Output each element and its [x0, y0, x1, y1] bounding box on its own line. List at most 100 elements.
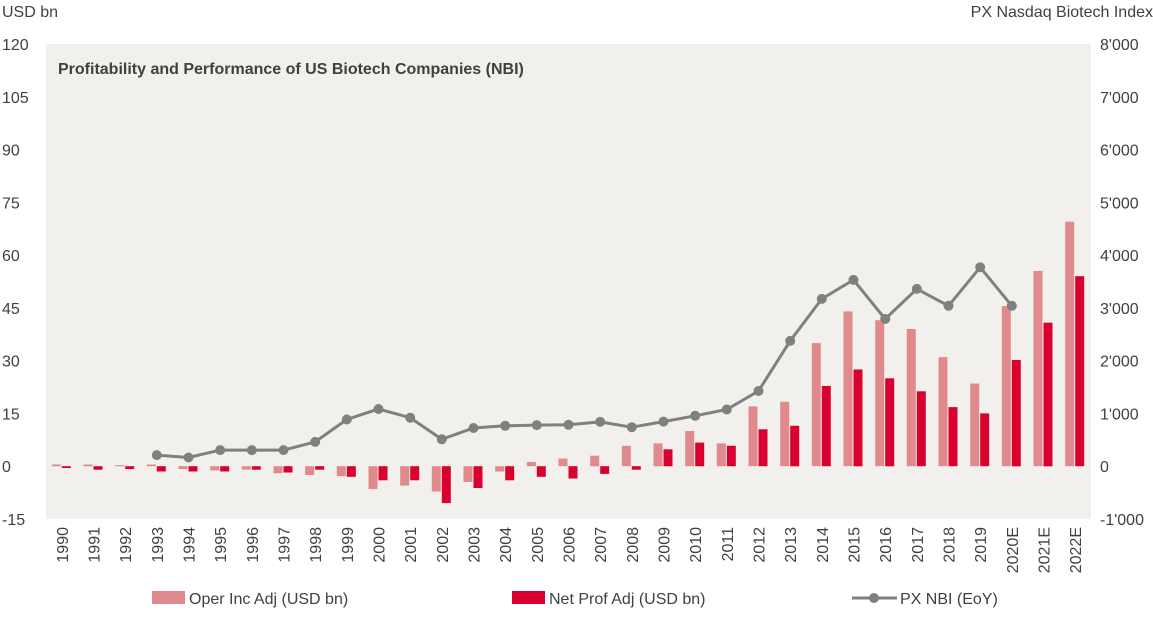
nbi-point — [436, 434, 447, 445]
nbi-point — [626, 422, 637, 433]
net-prof-bar — [188, 466, 198, 472]
right-tick-label: 0 — [1100, 459, 1109, 476]
nbi-point — [183, 452, 194, 463]
right-tick-label: 7'000 — [1100, 90, 1139, 107]
net-prof-bar — [568, 466, 578, 479]
oper-inc-bar — [178, 466, 188, 469]
net-prof-bar — [695, 442, 705, 467]
oper-inc-bar — [146, 464, 156, 467]
oper-inc-bar — [621, 445, 631, 467]
x-tick-label: 2002 — [435, 527, 452, 563]
net-prof-bar — [61, 466, 71, 468]
right-tick-label: 1'000 — [1100, 406, 1139, 423]
right-tick-label: 4'000 — [1100, 248, 1139, 265]
right-tick-label: 8'000 — [1100, 37, 1139, 54]
oper-inc-bar — [811, 343, 821, 467]
oper-inc-bar — [970, 383, 980, 467]
nbi-point — [753, 386, 764, 396]
oper-inc-bar — [843, 311, 853, 467]
nbi-point — [1006, 300, 1017, 311]
net-prof-bar — [410, 466, 420, 481]
nbi-point — [658, 416, 669, 427]
oper-inc-bar — [241, 466, 251, 470]
right-tick-label: -1'000 — [1100, 512, 1144, 529]
oper-inc-bar — [273, 466, 283, 474]
left-tick-label: 60 — [2, 248, 20, 265]
x-tick-label: 2011 — [720, 527, 737, 562]
legend-marker-nbi — [869, 593, 879, 603]
net-prof-bar — [251, 466, 261, 470]
oper-inc-bar — [210, 466, 220, 471]
net-prof-bar — [663, 449, 673, 467]
oper-inc-bar — [463, 466, 473, 482]
net-prof-bar — [93, 466, 103, 470]
x-tick-label: 1999 — [340, 527, 357, 563]
nbi-point — [690, 410, 701, 421]
x-tick-label: 2012 — [752, 527, 769, 563]
x-tick-label: 1998 — [308, 527, 325, 563]
nbi-point — [975, 262, 986, 273]
x-tick-label: 2001 — [403, 527, 420, 563]
nbi-point — [500, 420, 511, 431]
oper-inc-bar — [400, 466, 410, 486]
net-prof-bar — [631, 466, 641, 470]
bar-series — [51, 221, 1085, 504]
left-axis-ticks: 120 105 90 75 60 45 30 15 0 -15 — [2, 37, 29, 529]
oper-inc-bar — [83, 464, 93, 467]
nbi-point — [785, 335, 796, 346]
net-prof-bar — [536, 466, 546, 477]
x-tick-label: 2018 — [942, 527, 959, 563]
nbi-point — [373, 404, 384, 414]
net-prof-bar — [441, 466, 451, 504]
x-tick-label: 2009 — [657, 527, 674, 563]
legend-label-nbi: PX NBI (EoY) — [900, 591, 998, 608]
nbi-point — [310, 436, 321, 447]
net-prof-bar — [346, 466, 356, 477]
x-tick-label: 2016 — [878, 527, 895, 563]
x-tick-label: 2008 — [625, 527, 642, 563]
right-axis-ticks: 8'000 7'000 6'000 5'000 4'000 3'000 2'000 1'000… — [1100, 37, 1144, 529]
oper-inc-bar — [526, 462, 536, 467]
oper-inc-bar — [906, 329, 916, 467]
net-prof-bar — [473, 466, 483, 488]
oper-inc-bar — [51, 464, 61, 467]
x-axis-ticks: 1990 1991 1992 1993 1994 1995 1996 1997 1998 1999… — [55, 527, 1085, 573]
right-tick-label: 6'000 — [1100, 143, 1139, 160]
oper-inc-bar — [653, 443, 663, 467]
left-tick-label: 30 — [2, 354, 20, 371]
x-tick-label: 2022E — [1068, 527, 1085, 573]
net-prof-bar — [853, 369, 863, 467]
net-prof-bar — [916, 391, 926, 467]
nbi-point — [848, 274, 859, 285]
chart-title: Profitability and Performance of US Biot… — [58, 61, 524, 78]
nbi-point — [215, 445, 226, 456]
net-prof-bar — [980, 413, 990, 467]
oper-inc-bar — [1033, 270, 1043, 467]
nbi-point — [531, 420, 542, 431]
net-prof-bar — [125, 466, 135, 469]
nbi-point — [341, 414, 352, 425]
net-prof-bar — [600, 466, 610, 474]
x-tick-label: 2019 — [973, 527, 990, 563]
oper-inc-bar — [685, 431, 695, 467]
nbi-point — [405, 412, 416, 423]
x-tick-label: 1991 — [87, 527, 104, 563]
left-tick-label: 75 — [2, 195, 20, 212]
net-prof-bar — [758, 429, 768, 467]
net-prof-bar — [790, 425, 800, 467]
left-tick-label: 120 — [2, 37, 29, 54]
left-tick-label: 105 — [2, 90, 29, 107]
nbi-point — [721, 404, 732, 415]
nbi-point — [151, 450, 162, 461]
x-tick-label: 2013 — [783, 527, 800, 563]
net-prof-bar — [885, 378, 895, 467]
x-tick-label: 2021E — [1037, 527, 1054, 573]
nbi-point — [880, 314, 891, 324]
x-tick-label: 2020E — [1005, 527, 1022, 573]
oper-inc-bar — [495, 466, 505, 472]
oper-inc-bar — [748, 406, 758, 467]
left-tick-label: 90 — [2, 143, 20, 160]
net-prof-bar — [156, 466, 166, 472]
x-tick-label: 1995 — [213, 527, 230, 563]
